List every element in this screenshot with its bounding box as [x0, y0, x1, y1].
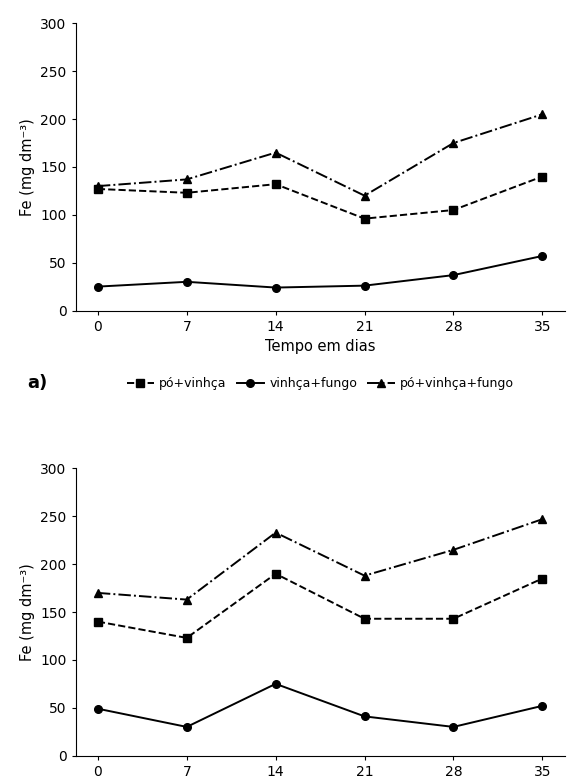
Y-axis label: Fe (mg dm⁻³): Fe (mg dm⁻³) — [20, 118, 35, 216]
Legend: pó+vinhça, vinhça+fungo, pó+vinhça+fungo: pó+vinhça, vinhça+fungo, pó+vinhça+fungo — [127, 378, 513, 390]
Text: a): a) — [27, 374, 47, 392]
Y-axis label: Fe (mg dm⁻³): Fe (mg dm⁻³) — [20, 563, 35, 661]
X-axis label: Tempo em dias: Tempo em dias — [265, 339, 375, 354]
